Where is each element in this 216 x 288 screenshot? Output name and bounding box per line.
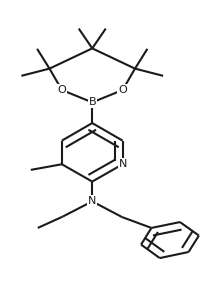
- Text: O: O: [57, 85, 66, 95]
- Text: B: B: [88, 97, 96, 107]
- Text: O: O: [118, 85, 127, 95]
- Text: N: N: [118, 159, 127, 169]
- Text: N: N: [88, 196, 96, 206]
